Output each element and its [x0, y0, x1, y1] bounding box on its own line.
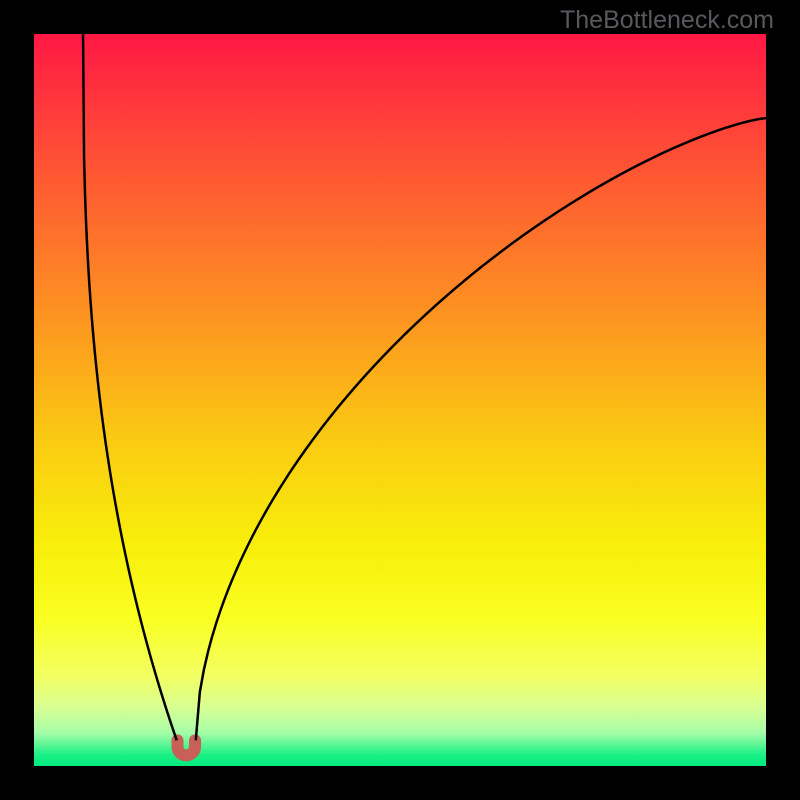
gradient-background [34, 34, 766, 766]
chart-stage: TheBottleneck.com [0, 0, 800, 800]
watermark-text: TheBottleneck.com [560, 6, 774, 35]
